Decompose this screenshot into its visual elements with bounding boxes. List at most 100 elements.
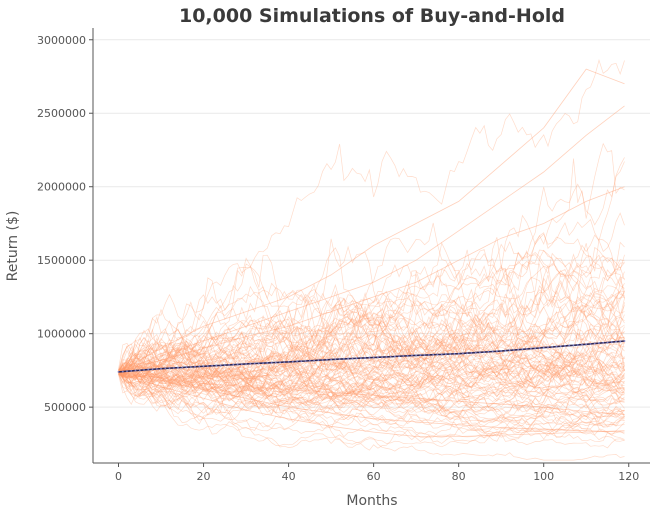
simulation-path bbox=[118, 330, 625, 394]
mean-point bbox=[249, 362, 252, 365]
simulation-path bbox=[118, 366, 625, 430]
simulation-path bbox=[118, 337, 625, 408]
mean-point bbox=[568, 344, 571, 347]
mean-point bbox=[177, 366, 179, 369]
mean-point bbox=[610, 341, 613, 343]
mean-point bbox=[564, 345, 566, 347]
mean-point bbox=[389, 355, 392, 358]
mean-point bbox=[385, 356, 388, 358]
mean-point bbox=[138, 369, 141, 372]
simulation-path bbox=[118, 237, 625, 424]
mean-point bbox=[202, 365, 205, 368]
simulation-path bbox=[118, 252, 625, 379]
simulation-path bbox=[118, 222, 625, 401]
simulation-path bbox=[118, 306, 625, 375]
simulation-path bbox=[118, 313, 625, 385]
mean-point bbox=[262, 362, 264, 364]
simulation-path bbox=[118, 307, 625, 394]
mean-point bbox=[317, 359, 320, 362]
simulation-path bbox=[118, 309, 625, 402]
simulation-path bbox=[118, 370, 625, 438]
mean-point bbox=[619, 340, 622, 343]
simulation-path bbox=[118, 293, 625, 421]
x-tick-label: 60 bbox=[367, 470, 381, 483]
mean-point bbox=[504, 349, 507, 352]
mean-point bbox=[559, 345, 562, 348]
simulation-path bbox=[118, 241, 625, 378]
mean-point bbox=[168, 367, 171, 370]
mean-point bbox=[398, 355, 400, 358]
mean-point bbox=[483, 351, 486, 353]
simulation-paths bbox=[118, 58, 625, 461]
simulation-path bbox=[118, 371, 625, 437]
simulation-path bbox=[118, 286, 625, 381]
mean-point bbox=[508, 349, 511, 352]
mean-point bbox=[538, 347, 541, 349]
simulation-path bbox=[118, 330, 625, 430]
mean-point bbox=[223, 364, 226, 366]
axes bbox=[92, 28, 650, 464]
simulation-path bbox=[118, 312, 625, 401]
mean-point bbox=[411, 354, 413, 357]
mean-point bbox=[134, 369, 137, 372]
mean-point bbox=[291, 360, 294, 363]
mean-point bbox=[487, 350, 490, 353]
simulation-path bbox=[118, 358, 625, 406]
mean-point bbox=[326, 358, 328, 361]
mean-point bbox=[547, 346, 549, 349]
mean-point bbox=[530, 347, 532, 350]
mean-point bbox=[206, 365, 209, 367]
simulation-path bbox=[118, 285, 625, 402]
simulation-path bbox=[118, 291, 625, 409]
simulation-path bbox=[118, 310, 625, 402]
mean-point bbox=[228, 364, 231, 366]
simulation-path bbox=[118, 343, 625, 409]
simulation-path bbox=[118, 370, 625, 425]
x-tick-label: 20 bbox=[197, 470, 211, 483]
simulation-path bbox=[118, 314, 625, 416]
simulation-path bbox=[118, 308, 625, 409]
mean-point bbox=[432, 353, 435, 356]
mean-point bbox=[381, 356, 383, 358]
simulation-path bbox=[118, 302, 625, 392]
simulation-path bbox=[118, 295, 625, 386]
simulation-path bbox=[118, 326, 625, 397]
mean-point bbox=[198, 365, 201, 368]
simulation-path bbox=[118, 374, 625, 461]
mean-point bbox=[555, 345, 558, 348]
mean-point bbox=[355, 357, 358, 360]
simulation-path bbox=[118, 328, 625, 409]
simulation-path bbox=[118, 344, 625, 411]
mean-point bbox=[240, 363, 243, 366]
mean-point bbox=[491, 350, 494, 353]
mean-point bbox=[117, 371, 120, 373]
simulation-path bbox=[118, 321, 625, 393]
simulation-path bbox=[118, 328, 625, 416]
simulation-path bbox=[118, 361, 625, 412]
mean-point bbox=[338, 358, 341, 360]
simulation-path bbox=[118, 370, 625, 434]
simulation-path bbox=[118, 304, 625, 405]
simulation-path bbox=[118, 249, 625, 378]
mean-point bbox=[364, 357, 366, 359]
mean-point bbox=[274, 361, 277, 364]
mean-point bbox=[576, 344, 579, 346]
mean-point bbox=[602, 341, 605, 344]
mean-point bbox=[257, 362, 260, 365]
mean-point bbox=[126, 370, 128, 373]
mean-point bbox=[394, 355, 396, 358]
mean-point bbox=[245, 363, 248, 365]
mean-point bbox=[513, 349, 515, 351]
simulation-path bbox=[118, 328, 625, 384]
simulation-path bbox=[118, 343, 625, 449]
gridlines bbox=[93, 39, 650, 408]
simulation-path bbox=[118, 317, 625, 383]
simulation-path bbox=[118, 363, 625, 399]
mean-point bbox=[189, 366, 192, 368]
y-tick-label: 500000 bbox=[44, 401, 86, 414]
simulation-path bbox=[118, 335, 625, 381]
simulation-path bbox=[118, 312, 625, 394]
simulation-path bbox=[118, 360, 625, 425]
simulation-path bbox=[118, 254, 625, 395]
simulation-path bbox=[118, 371, 625, 415]
